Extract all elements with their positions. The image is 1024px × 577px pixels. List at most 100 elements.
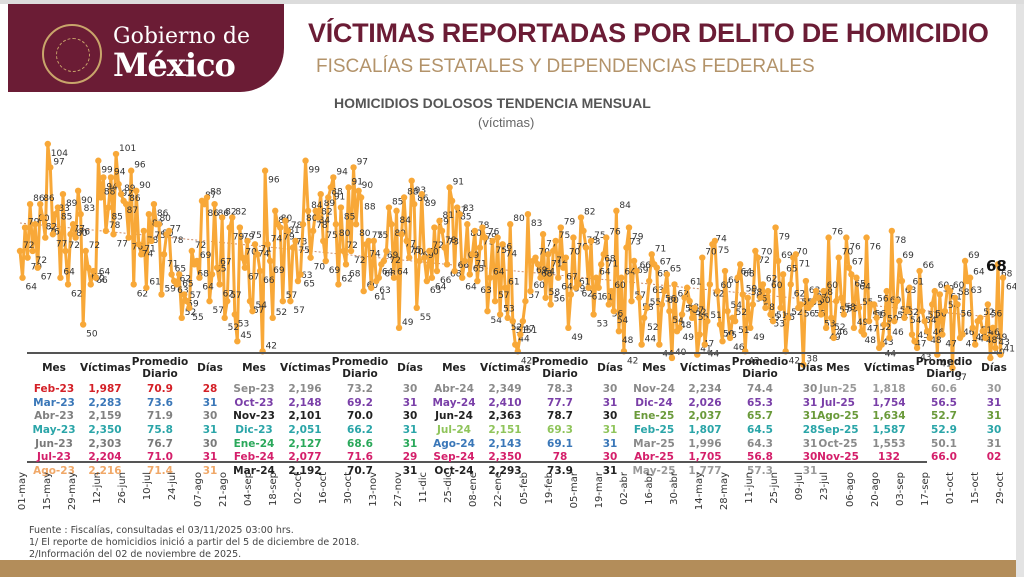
data-label: 69 [200,251,212,261]
x-tick-label: 29-may [67,472,79,511]
x-tick-label: 09-jul [794,472,806,501]
data-label: 54 [617,316,629,326]
summary-table: Mes Víctimas Promedio Diario Días Abr-24 2,34… [428,354,630,478]
data-label: 59 [746,284,758,294]
data-point [815,294,822,301]
data-point [279,297,287,305]
data-label: 49 [996,333,1008,343]
data-label: 44 [645,335,657,345]
cell-promedio: 77.7 [547,396,573,409]
data-label: 64 [26,283,38,293]
cell-victimas: 2,143 [488,437,522,450]
data-label: 62 [71,289,82,299]
data-label: 60 [533,281,545,291]
data-label: 75 [594,231,605,241]
data-point [54,204,62,211]
data-point [72,234,79,241]
cell-dias: 30 [602,410,618,423]
cell-dias: 02 [986,451,1002,464]
data-label: 51 [516,326,527,336]
data-label: 69 [536,266,548,276]
data-point [461,257,468,265]
data-label: 85 [111,213,122,223]
cell-victimas: 1,754 [872,396,906,409]
data-label: 80 [339,229,351,239]
data-point [203,194,211,201]
data-point [878,341,885,348]
cell-dias: 31 [986,396,1002,409]
data-point [555,274,562,281]
x-tick-label: 25-jun [769,472,781,504]
data-point [681,294,688,301]
data-label: 70 [245,248,257,258]
data-point [64,281,72,288]
cell-promedio: 75.8 [147,423,173,436]
data-point [277,224,284,231]
cell-mes: Sep-24 [433,451,475,464]
line-chart: 7264797086728067868276104977783856489726… [16,140,1016,383]
data-label: 47 [966,340,977,350]
data-point [325,194,332,201]
data-point [42,234,49,241]
data-label: 64 [599,268,611,278]
cell-victimas: 2,127 [288,437,322,450]
x-tick-label: 30-abr [669,472,680,505]
data-point [959,331,966,338]
data-label: 80 [76,229,88,239]
data-label: 64 [465,283,477,293]
cell-victimas: 2,410 [488,396,522,409]
data-point [436,217,443,225]
data-point [431,224,438,231]
data-label: 42 [521,356,532,366]
column-header: Días [797,362,823,374]
table-row: Abr-25 1,705 56.8 30 [628,450,830,464]
data-point [704,317,711,325]
data-label: 65 [786,264,797,274]
data-point [340,247,347,255]
data-point [744,294,751,301]
data-point [590,311,597,318]
data-label: 50 [723,330,735,340]
cell-victimas: 2,051 [288,423,322,436]
data-label: 60 [614,281,626,291]
data-label: 61 [374,293,385,303]
data-point [999,274,1007,281]
data-label: 99 [309,166,321,176]
cell-mes: Ago-23 [33,464,75,477]
data-point [365,237,372,245]
data-point [600,251,607,258]
cell-promedio: 71.9 [147,410,173,423]
data-label: 83 [58,204,69,214]
data-label: 70 [412,248,424,258]
data-point [100,174,107,181]
data-point [903,307,911,315]
data-point [731,317,739,325]
data-point [812,287,820,295]
data-label: 66 [458,261,470,271]
data-point [830,334,837,342]
data-point [160,251,168,258]
cell-victimas: 1,777 [688,464,722,477]
data-point [317,190,324,198]
data-label: 77 [170,224,181,234]
data-label: 72 [23,241,34,251]
data-point [618,274,625,281]
cell-victimas: 2,350 [488,451,522,464]
data-point [173,281,180,288]
data-label: 58 [549,288,561,298]
table-row: May-24 2,410 77.7 31 [428,396,630,410]
data-point [395,324,403,332]
data-label: 82 [321,208,332,218]
data-label: 87 [205,191,216,201]
data-point [640,314,648,322]
data-label: 46 [963,328,975,338]
data-point [534,261,542,268]
data-point [547,301,554,308]
cell-mes: Oct-25 [818,437,858,450]
data-label: 51 [928,311,939,321]
data-point [598,261,605,268]
data-point [140,227,148,235]
x-tick-label: 15-oct [969,472,981,505]
data-label: 79 [632,233,644,243]
series-line [18,142,1005,370]
